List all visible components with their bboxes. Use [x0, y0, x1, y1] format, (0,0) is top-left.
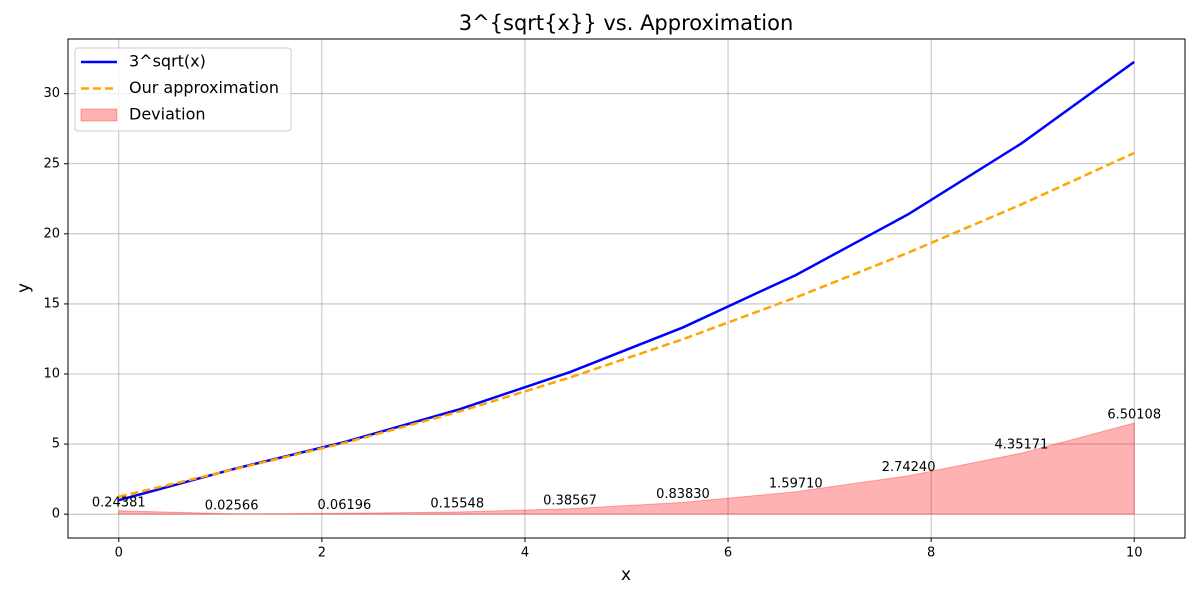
y-tick-label: 0 — [52, 507, 60, 522]
x-tick-label: 8 — [927, 546, 935, 561]
chart-title: 3^{sqrt{x}} vs. Approximation — [459, 11, 794, 35]
y-tick-label: 5 — [52, 437, 60, 452]
y-tick-label: 10 — [43, 367, 60, 382]
x-tick-label: 0 — [115, 546, 123, 561]
value-label: 0.02566 — [205, 498, 259, 513]
legend-label: Deviation — [129, 105, 206, 124]
value-label: 2.74240 — [882, 460, 936, 475]
value-label: 0.83830 — [656, 487, 710, 502]
legend-label: 3^sqrt(x) — [129, 52, 206, 71]
plot-frame — [67, 38, 1186, 539]
y-tick-label: 20 — [43, 226, 60, 241]
x-tick-label: 10 — [1126, 546, 1143, 561]
value-label: 0.24381 — [92, 495, 146, 510]
value-label: 4.35171 — [995, 438, 1049, 453]
y-axis-label: y — [14, 283, 34, 293]
x-tick-label: 6 — [724, 546, 732, 561]
value-label: 6.50108 — [1107, 408, 1161, 423]
x-tick-label: 2 — [318, 546, 326, 561]
y-tick-label: 25 — [43, 156, 60, 171]
x-tick-label: 4 — [521, 546, 529, 561]
value-label: 0.06196 — [318, 498, 372, 513]
legend-label: Our approximation — [129, 78, 279, 97]
x-axis-label: x — [621, 565, 631, 585]
y-tick-label: 30 — [43, 86, 60, 101]
y-tick-label: 15 — [43, 296, 60, 311]
value-label: 0.38567 — [543, 493, 597, 508]
value-label: 1.59710 — [769, 476, 823, 491]
legend: 3^sqrt(x) Our approximation Deviation — [74, 47, 292, 132]
value-label: 0.15548 — [430, 496, 484, 511]
legend-swatch — [80, 108, 118, 122]
legend-box — [74, 47, 292, 132]
series-line — [118, 151, 1135, 498]
deviation-area — [118, 422, 1135, 515]
